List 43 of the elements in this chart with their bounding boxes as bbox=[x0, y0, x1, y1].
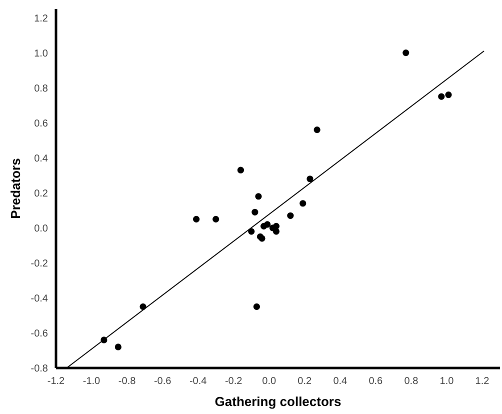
point bbox=[314, 126, 320, 134]
y-tick-label: -0.8 bbox=[30, 364, 48, 374]
x-tick-label: -0.4 bbox=[189, 376, 208, 387]
x-tick-label: -0.6 bbox=[154, 376, 172, 387]
point bbox=[248, 228, 255, 235]
point bbox=[306, 176, 314, 182]
y-tick-label: 0.4 bbox=[34, 153, 48, 164]
point bbox=[252, 208, 258, 216]
y-tick-label: 0.8 bbox=[34, 83, 48, 94]
y-tick-label: 0.6 bbox=[34, 118, 48, 130]
y-tick-label: 0.0 bbox=[34, 223, 48, 234]
point bbox=[212, 216, 220, 222]
x-tick-label: 1.0 bbox=[440, 376, 454, 387]
x-tick-label: -0.8 bbox=[118, 376, 136, 387]
x-tick-label: -1.2 bbox=[47, 376, 66, 387]
point bbox=[287, 212, 294, 219]
x-tick-label: 0.0 bbox=[262, 376, 277, 387]
point bbox=[300, 200, 306, 207]
point bbox=[255, 193, 262, 200]
y-tick-label: -0.2 bbox=[30, 258, 48, 270]
point bbox=[402, 49, 410, 56]
x-tick-label: 0.6 bbox=[368, 376, 384, 387]
point bbox=[438, 93, 445, 100]
x-axis-title: Gathering collectors bbox=[214, 394, 342, 409]
x-tick-label: 0.8 bbox=[404, 376, 419, 387]
x-tick-label: 0.2 bbox=[298, 376, 312, 387]
point bbox=[272, 228, 280, 235]
point bbox=[445, 92, 452, 98]
point bbox=[237, 166, 244, 174]
y-tick-label: -0.6 bbox=[30, 328, 48, 340]
point bbox=[264, 221, 271, 228]
point bbox=[253, 303, 260, 310]
y-tick-label: 1.0 bbox=[34, 48, 48, 60]
y-tick-label: 0.2 bbox=[34, 188, 48, 200]
x-tick-label: -0.2 bbox=[224, 376, 243, 387]
point bbox=[193, 216, 200, 222]
x-tick-label: -1.0 bbox=[82, 376, 101, 387]
point bbox=[114, 344, 122, 350]
y-tick-label: 1.2 bbox=[34, 13, 48, 24]
y-axis-title: Predators bbox=[8, 158, 23, 219]
x-tick-label: 1.2 bbox=[475, 376, 490, 387]
x-tick-label: 0.4 bbox=[333, 376, 348, 387]
y-tick-label: -0.4 bbox=[30, 293, 48, 304]
